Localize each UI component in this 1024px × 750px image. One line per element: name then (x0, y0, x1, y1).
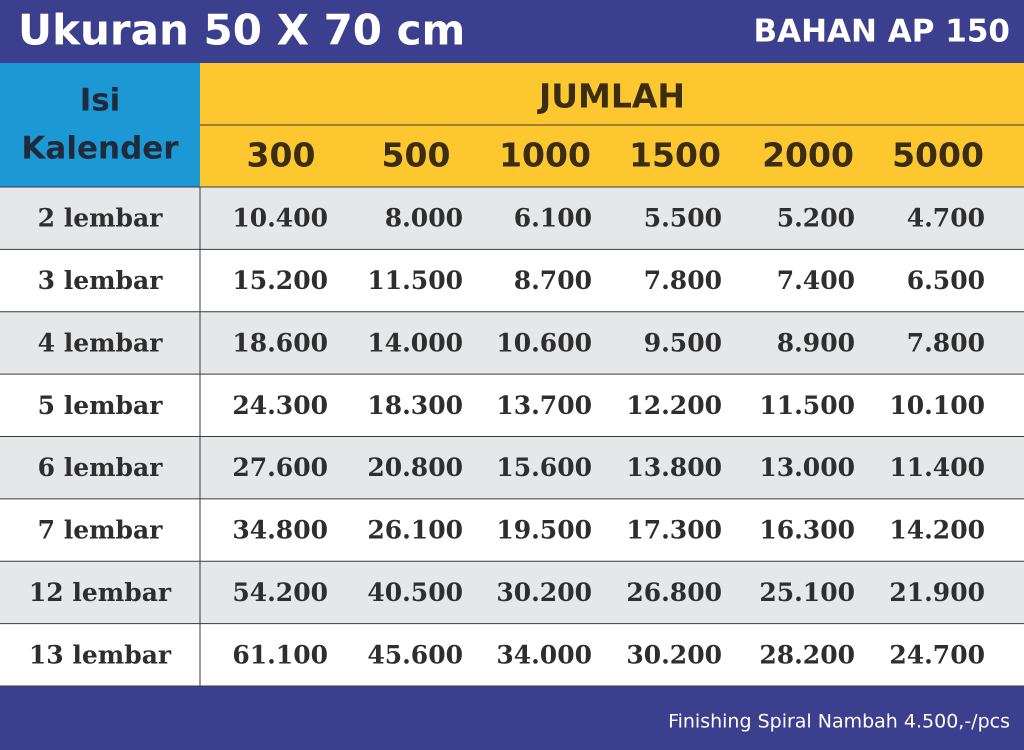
corner-line: Isi (80, 83, 121, 119)
price: 8.900 (777, 328, 855, 357)
row-label: 2 lembar (38, 204, 164, 233)
price: 15.200 (232, 266, 328, 295)
column-header: 500 (382, 136, 451, 175)
price: 34.000 (496, 640, 592, 669)
corner-line: Kalender (21, 131, 179, 167)
price: 10.100 (889, 391, 985, 420)
price: 9.500 (644, 328, 722, 357)
row-label: 13 lembar (29, 640, 172, 669)
price: 16.300 (759, 516, 855, 545)
price: 19.500 (496, 516, 592, 545)
price: 20.800 (367, 453, 463, 482)
price: 7.800 (644, 266, 722, 295)
price: 5.500 (644, 204, 722, 233)
price: 13.700 (496, 391, 592, 420)
row-bg (0, 623, 1024, 686)
price: 11.400 (889, 453, 985, 482)
row-bg (0, 187, 1024, 250)
top-bar (0, 0, 1024, 63)
footer-note: Finishing Spiral Nambah 4.500,-/pcs (668, 711, 1010, 733)
bottom-bar (0, 686, 1024, 750)
price: 8.000 (385, 204, 463, 233)
price: 13.000 (759, 453, 855, 482)
row-bg (0, 311, 1024, 375)
price: 54.200 (232, 578, 328, 607)
price: 27.600 (232, 453, 328, 482)
price: 7.800 (907, 328, 985, 357)
row-bg (0, 249, 1024, 312)
material: BAHAN AP 150 (753, 14, 1010, 50)
row-label: 5 lembar (38, 391, 164, 420)
price: 4.700 (907, 204, 985, 233)
price: 21.900 (889, 578, 985, 607)
price: 17.300 (626, 516, 722, 545)
price: 25.100 (759, 578, 855, 607)
price: 10.600 (496, 328, 592, 357)
price: 6.100 (514, 204, 592, 233)
price: 26.800 (626, 578, 722, 607)
price: 24.700 (889, 640, 985, 669)
column-header: 2000 (762, 136, 854, 175)
group-header: JUMLAH (537, 77, 685, 116)
column-header: 5000 (892, 136, 984, 175)
price: 12.200 (626, 391, 722, 420)
price: 14.000 (367, 328, 463, 357)
row-label: 4 lembar (38, 328, 164, 357)
row-bg (0, 561, 1024, 624)
price: 11.500 (759, 391, 855, 420)
price: 5.200 (777, 204, 855, 233)
price: 40.500 (367, 578, 463, 607)
row-label: 12 lembar (29, 578, 172, 607)
row-label: 6 lembar (38, 453, 164, 482)
price: 61.100 (232, 640, 328, 669)
column-header: 1000 (499, 136, 591, 175)
row-bg (0, 436, 1024, 499)
price: 13.800 (626, 453, 722, 482)
row-label: 3 lembar (38, 266, 164, 295)
price: 24.300 (232, 391, 328, 420)
row-bg (0, 498, 1024, 562)
price: 26.100 (367, 516, 463, 545)
price: 14.200 (889, 516, 985, 545)
column-header: 300 (247, 136, 316, 175)
column-header: 1500 (629, 136, 721, 175)
price: 28.200 (759, 640, 855, 669)
price: 30.200 (496, 578, 592, 607)
price: 18.300 (367, 391, 463, 420)
price: 11.500 (367, 266, 463, 295)
price: 10.400 (232, 204, 328, 233)
title: Ukuran 50 X 70 cm (18, 6, 465, 55)
corner-cell (0, 63, 200, 187)
price: 8.700 (514, 266, 592, 295)
price: 34.800 (232, 516, 328, 545)
price: 6.500 (907, 266, 985, 295)
price: 7.400 (777, 266, 855, 295)
row-label: 7 lembar (38, 516, 164, 545)
row-bg (0, 374, 1024, 437)
price: 18.600 (232, 328, 328, 357)
price: 30.200 (626, 640, 722, 669)
price: 15.600 (496, 453, 592, 482)
price: 45.600 (367, 640, 463, 669)
